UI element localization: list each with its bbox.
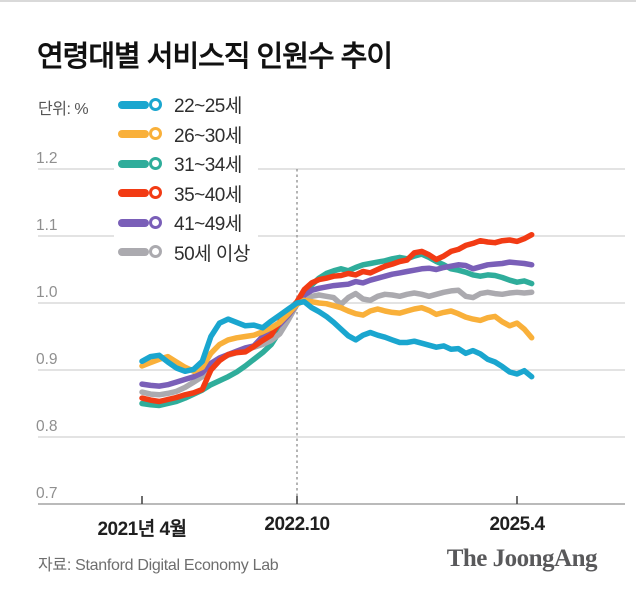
x-axis-label: 2021년 4월 [97,519,187,540]
y-axis-label: 1.2 [36,150,58,167]
legend-marker [118,97,162,112]
legend-marker [118,186,162,200]
top-rule [0,0,636,2]
legend-marker-circle-icon [149,215,162,229]
series-line-age-35-40 [139,231,535,405]
y-axis-label: 1.1 [36,217,58,234]
legend-item-label: 35~40세 [174,184,242,206]
legend-item-label: 50세 이상 [174,243,250,265]
y-axis-label: 0.7 [36,485,58,502]
legend-marker [118,215,162,230]
legend-item-age-22-25: 22~25세 [118,90,250,120]
series-line-age-41-49 [139,259,535,389]
legend-marker-circle-icon [149,127,162,141]
legend-item-age-35-40: 35~40세 [118,179,250,209]
legend: 22~25세 26~30세 31~34세 35~40세 41~49세 50세 이… [114,90,258,271]
publisher-logo: The JoongAng [446,545,598,572]
legend-item-age-26-30: 26~30세 [118,120,250,150]
legend-marker-pill [118,218,149,227]
unit-label: 단위: % [38,101,89,118]
axis-ticks [141,496,518,504]
page-title: 연령대별 서비스직 인원수 추이 [37,41,393,73]
legend-marker-pill [118,189,149,198]
legend-marker [118,156,162,171]
legend-item-label: 41~49세 [174,214,242,236]
legend-item-label: 22~25세 [174,96,242,118]
y-axis-label: 0.9 [36,351,58,368]
legend-marker-pill [118,100,149,109]
series-line-age-26-30 [139,297,535,375]
y-axis-label: 1.0 [36,284,58,301]
legend-item-label: 26~30세 [174,125,242,147]
series-layer [139,231,535,409]
legend-marker-circle-icon [149,186,162,200]
series-line-age-22-25 [139,298,535,380]
source-credit: 자료: Stanford Digital Economy Lab [38,557,279,574]
legend-item-age-41-49: 41~49세 [118,208,250,238]
legend-marker [118,245,162,259]
legend-marker-pill [118,159,149,168]
legend-marker-circle-icon [149,245,162,259]
legend-marker-circle-icon [149,97,162,111]
y-axis-label: 0.8 [36,418,58,435]
legend-item-age-50-plus: 50세 이상 [118,238,250,268]
legend-marker [118,127,162,141]
x-axis-label: 2022.10 [264,514,330,535]
legend-marker-pill [118,248,149,257]
x-axis-label: 2025.4 [489,514,545,535]
legend-marker-pill [118,130,149,139]
legend-marker-circle-icon [149,156,162,170]
legend-item-label: 31~34세 [174,155,242,177]
legend-item-age-31-34: 31~34세 [118,149,250,179]
